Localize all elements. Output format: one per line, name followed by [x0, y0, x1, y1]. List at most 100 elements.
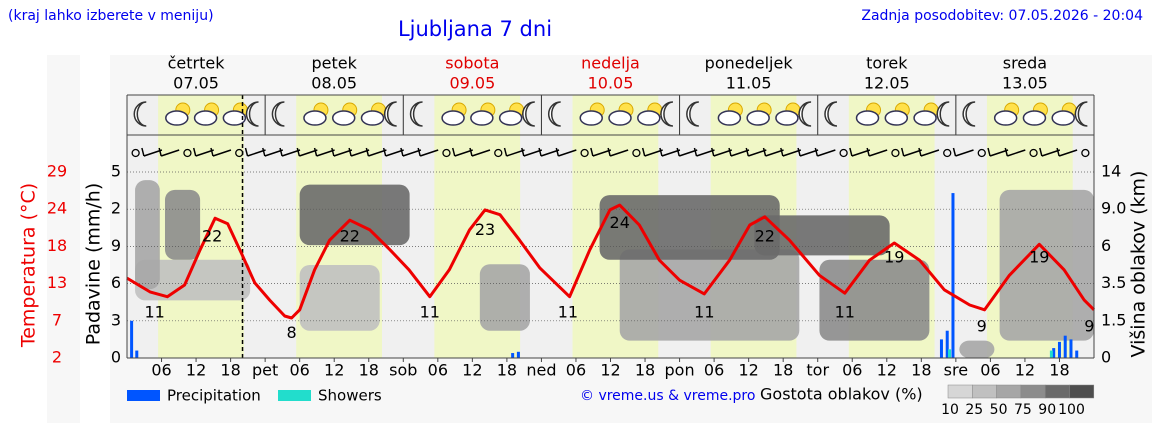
wind-shaft [247, 149, 266, 157]
left-panel [47, 55, 80, 423]
x-tick-label: ned [526, 361, 556, 380]
wind-shaft [868, 149, 888, 157]
icon-cloud [608, 110, 632, 126]
day-name: ponedeljek [705, 54, 794, 73]
temperature-line [126, 203, 1096, 320]
wind-barb [780, 147, 784, 157]
wind-barb [987, 147, 991, 157]
icon-cloud [717, 110, 742, 126]
precip-tick-label: 5 [111, 162, 121, 181]
cloud-axis-title: Višina oblakov (km) [1128, 171, 1150, 358]
precip-tick-label: 9 [111, 236, 121, 255]
wind-shaft [212, 149, 232, 157]
icon-cloud [498, 110, 523, 126]
x-tick-label: 12 [1015, 361, 1035, 380]
legend-swatch [127, 390, 160, 401]
x-tick-label: 12 [738, 361, 758, 380]
cloud-blob [999, 189, 1094, 341]
wind-barb [503, 147, 508, 157]
temp-tick-label: 29 [47, 162, 67, 181]
temp-extreme-label: 19 [1029, 247, 1049, 266]
wind-barb [693, 147, 698, 157]
cloud-tick-label: 1.5 [1101, 310, 1126, 329]
day-name: sobota [445, 54, 499, 73]
icon-cloud [855, 110, 880, 126]
wind-shaft [454, 149, 473, 157]
day-date: 12.05 [864, 74, 910, 93]
icon-moon [936, 101, 950, 127]
day-date: 09.05 [449, 74, 495, 93]
temp-extreme-label: 22 [202, 227, 222, 246]
precip-bar [939, 339, 943, 358]
day-date: 08.05 [311, 74, 357, 93]
temp-tick-label: 18 [47, 236, 67, 255]
temp-extreme-label: 11 [694, 303, 714, 322]
wind-calm [183, 148, 192, 158]
x-tick-label: 12 [186, 361, 206, 380]
wind-barb [555, 147, 560, 157]
density-swatch [996, 384, 1022, 399]
wind-shaft [782, 149, 802, 157]
wind-shaft [160, 149, 180, 157]
icon-cloud [165, 110, 189, 126]
wind-calm [632, 148, 641, 158]
day-name: torek [866, 54, 908, 73]
density-label: 75 [1014, 402, 1032, 418]
day-date: 07.05 [173, 74, 219, 93]
cloud-tick-label: 9.0 [1101, 199, 1126, 218]
wind-shaft [903, 149, 922, 157]
wind-shaft [471, 149, 491, 157]
cloud-tick-label: 14 [1101, 162, 1121, 181]
precip-axis-title: Padavine (mm/h) [83, 183, 105, 346]
wind-calm [131, 148, 140, 158]
wind-calm [494, 148, 503, 158]
wind-barb [641, 147, 646, 157]
wind-barb [538, 147, 542, 157]
precip-bar [945, 330, 949, 358]
precip-bar [511, 353, 515, 358]
cloud-blob [164, 189, 201, 260]
icon-cloud [331, 110, 356, 126]
menu-note: (kraj lahko izberete v meniju) [8, 8, 214, 24]
wind-shaft [281, 149, 301, 157]
density-label: 50 [990, 402, 1008, 418]
wind-shaft [748, 149, 767, 157]
icon-moon [686, 101, 699, 127]
icon-cloud [579, 110, 603, 126]
temp-tick-label: 24 [47, 199, 67, 218]
wind-shaft [592, 149, 612, 157]
density-swatch [972, 384, 997, 399]
wind-barb [210, 147, 214, 157]
wind-barb [313, 147, 318, 157]
x-tick-label: sob [389, 361, 417, 380]
cloud-blob [479, 264, 530, 331]
wind-shaft [989, 149, 1009, 157]
temp-extreme-label: 9 [977, 316, 987, 335]
x-tick-label: 12 [324, 361, 344, 380]
x-tick-label: 18 [497, 361, 517, 380]
cloud-blob [959, 340, 995, 358]
x-tick-label: 06 [842, 361, 862, 380]
x-tick-label: 18 [773, 361, 793, 380]
density-swatch [1044, 384, 1070, 399]
icon-cloud [993, 110, 1018, 126]
wind-barb [262, 147, 266, 157]
wind-shaft [799, 149, 819, 157]
density-label: 100 [1058, 402, 1085, 418]
legend-swatch [278, 390, 311, 401]
precip-bar [516, 351, 520, 358]
icon-cloud [360, 110, 385, 126]
density-swatch [1069, 384, 1095, 399]
wind-barb [331, 147, 335, 157]
temp-tick-label: 2 [52, 348, 62, 367]
x-tick-label: 18 [635, 361, 655, 380]
wind-barb [382, 147, 387, 157]
precip-bar [1052, 348, 1056, 358]
temp-extreme-label: 11 [144, 303, 164, 322]
wind-barb [417, 147, 421, 157]
wind-barb [296, 147, 301, 157]
temp-tick-label: 7 [52, 310, 62, 329]
day-name: četrtek [168, 54, 226, 73]
wind-shaft [402, 149, 422, 157]
x-tick-label: 06 [151, 361, 171, 380]
